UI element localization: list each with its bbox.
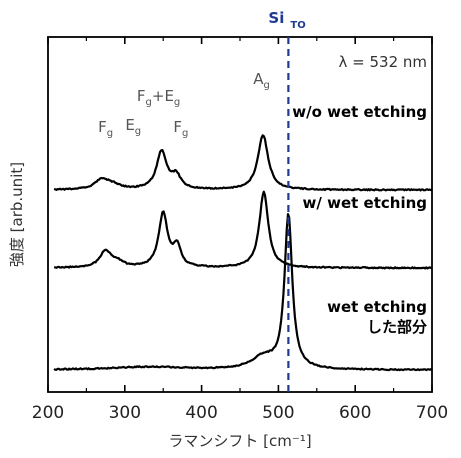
x-tick-label-500: 500 [262, 403, 294, 423]
plot-frame [47, 36, 433, 393]
wavelength-label: λ = 532 nm [339, 53, 428, 71]
series-line-2 [53, 213, 433, 372]
x-axis-label: ラマンシフト [cm⁻¹] [168, 432, 311, 450]
x-tick-label-600: 600 [339, 403, 371, 423]
series-line-0 [53, 134, 433, 192]
x-tick-label-200: 200 [32, 403, 64, 423]
x-tick-label-400: 400 [185, 403, 217, 423]
peak-annotation-1: Eg [125, 116, 141, 137]
series-label-1: w/ wet etching [303, 194, 427, 212]
x-tick-label-700: 700 [416, 403, 448, 423]
peak-annotation-4: Ag [253, 70, 270, 91]
series-line-1 [54, 190, 433, 270]
series-label-0: w/o wet etching [292, 103, 427, 121]
peak-annotation-3: Fg [173, 118, 188, 139]
y-axis-label: 強度 [arb.unit] [8, 162, 26, 267]
peak-annotation-2: Fg+Eg [137, 87, 180, 108]
si-to-label: Si [268, 9, 284, 27]
peak-annotation-0: Fg [98, 118, 113, 139]
x-tick-label-300: 300 [109, 403, 141, 423]
si-to-subscript: TO [290, 20, 305, 31]
series-label-2: wet etching した部分 [327, 298, 427, 336]
